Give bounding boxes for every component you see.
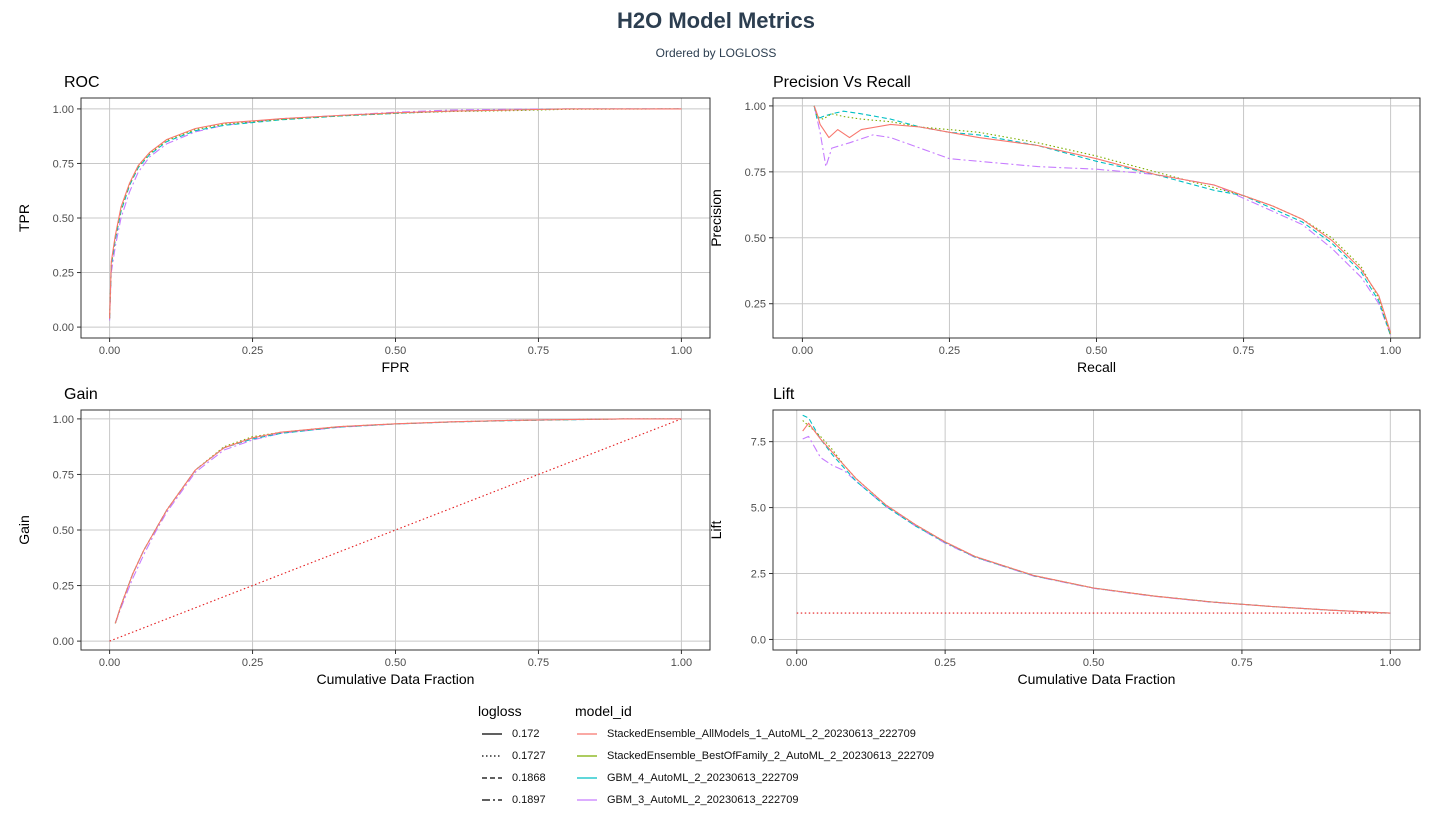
gain-panel-border — [80, 409, 711, 651]
gain-ytick-label: 1.00 — [53, 414, 74, 426]
pr-series-line — [813, 105, 1392, 336]
pr-xlabel: Recall — [1077, 359, 1116, 375]
gain-ytick-label: 0.75 — [53, 469, 74, 481]
gain-series-line — [114, 418, 682, 624]
gain-ytick-label: 0.50 — [53, 525, 74, 537]
legend-logloss-label: 0.172 — [512, 728, 540, 740]
legend-logloss-item: 0.1897 — [480, 790, 546, 810]
legend-logloss-item: 0.1868 — [480, 768, 546, 788]
pr-ytick-label: 0.50 — [745, 233, 766, 245]
legend-logloss-item: 0.172 — [480, 724, 540, 744]
legend-model-label: GBM_3_AutoML_2_20230613_222709 — [607, 794, 799, 806]
lift-series-line — [802, 435, 1391, 614]
legend-model-label: StackedEnsemble_AllModels_1_AutoML_2_202… — [607, 728, 916, 740]
roc-xtick-label: 0.50 — [385, 345, 406, 357]
gain-xtick-label: 0.50 — [385, 657, 406, 669]
roc-ytick-label: 0.00 — [53, 322, 74, 334]
pr-xtick-label: 1.00 — [1380, 345, 1401, 357]
legend-linetype-swatch — [482, 755, 502, 757]
gain-ylabel: Gain — [16, 515, 32, 545]
roc-xtick-label: 1.00 — [671, 345, 692, 357]
lift-ylabel: Lift — [708, 521, 724, 540]
lift-ytick-label: 5.0 — [751, 503, 766, 515]
lift-series-line — [802, 422, 1391, 614]
lift-ytick-label: 2.5 — [751, 569, 766, 581]
legend-logloss-label: 0.1727 — [512, 750, 546, 762]
lift-panel-border — [772, 409, 1421, 651]
gain-series-line — [114, 418, 682, 624]
pr-series-line — [813, 105, 1392, 336]
legend-model-item: GBM_3_AutoML_2_20230613_222709 — [575, 790, 798, 810]
gain-title: Gain — [64, 386, 98, 403]
page-subtitle: Ordered by LOGLOSS — [655, 46, 777, 60]
pr-series-line — [813, 105, 1392, 333]
pr-ytick-label: 0.75 — [745, 167, 766, 179]
gain-series-line — [114, 418, 682, 624]
roc-series-line — [109, 108, 682, 319]
roc-ytick-label: 0.75 — [53, 158, 74, 170]
pr-ylabel: Precision — [708, 189, 724, 247]
lift-ytick-label: 7.5 — [751, 437, 766, 449]
roc-xtick-label: 0.25 — [242, 345, 263, 357]
lift-title: Lift — [773, 386, 795, 403]
roc-xtick-label: 0.75 — [528, 345, 549, 357]
gain-xtick-label: 1.00 — [671, 657, 692, 669]
roc-ytick-label: 0.25 — [53, 268, 74, 280]
lift-xtick-label: 0.75 — [1231, 657, 1252, 669]
lift-xtick-label: 0.00 — [786, 657, 807, 669]
roc-xtick-label: 0.00 — [99, 345, 120, 357]
lift-ytick-label: 0.0 — [751, 634, 766, 646]
legend-model-item: GBM_4_AutoML_2_20230613_222709 — [575, 768, 798, 788]
legend-model-title: model_id — [575, 703, 632, 719]
legend-linetype-swatch — [482, 733, 502, 735]
legend: logloss model_id 0.172 0.1727 0.1868 0.1… — [478, 700, 1038, 815]
pr-xtick-label: 0.75 — [1233, 345, 1254, 357]
pr-ytick-label: 1.00 — [745, 101, 766, 113]
roc-series-line — [109, 108, 682, 319]
page-title: H2O Model Metrics — [616, 8, 816, 33]
roc-ytick-label: 0.50 — [53, 213, 74, 225]
gain-ytick-label: 0.25 — [53, 581, 74, 593]
legend-model-item: StackedEnsemble_AllModels_1_AutoML_2_202… — [575, 724, 916, 744]
lift-xtick-label: 0.25 — [934, 657, 955, 669]
pr-xtick-label: 0.00 — [792, 345, 813, 357]
legend-logloss-label: 0.1897 — [512, 794, 546, 806]
gain-ytick-label: 0.00 — [53, 636, 74, 648]
legend-color-swatch — [577, 755, 597, 757]
gain-xtick-label: 0.25 — [242, 657, 263, 669]
legend-linetype-swatch — [482, 799, 502, 801]
lift-xlabel: Cumulative Data Fraction — [1018, 671, 1176, 687]
gain-xtick-label: 0.00 — [99, 657, 120, 669]
roc-xlabel: FPR — [382, 359, 410, 375]
roc-series-line — [109, 108, 682, 321]
pr-panel-border — [772, 97, 1421, 339]
lift-series-line — [802, 414, 1391, 614]
lift-series-line — [802, 420, 1391, 614]
pr-xtick-label: 0.25 — [939, 345, 960, 357]
legend-logloss-label: 0.1868 — [512, 772, 546, 784]
roc-title: ROC — [64, 74, 100, 91]
legend-model-label: StackedEnsemble_BestOfFamily_2_AutoML_2_… — [607, 750, 935, 762]
gain-xtick-label: 0.75 — [528, 657, 549, 669]
gain-series-line — [114, 418, 682, 624]
pr-title: Precision Vs Recall — [773, 74, 911, 91]
legend-color-swatch — [577, 777, 597, 779]
pr-xtick-label: 0.50 — [1086, 345, 1107, 357]
pr-ytick-label: 0.25 — [745, 299, 766, 311]
legend-model-label: GBM_4_AutoML_2_20230613_222709 — [607, 772, 799, 784]
legend-logloss-item: 0.1727 — [480, 746, 546, 766]
lift-xtick-label: 1.00 — [1380, 657, 1401, 669]
roc-panel-border — [80, 97, 711, 339]
legend-logloss-title: logloss — [478, 703, 522, 719]
gain-xlabel: Cumulative Data Fraction — [317, 671, 475, 687]
lift-xtick-label: 0.50 — [1083, 657, 1104, 669]
legend-linetype-swatch — [482, 777, 502, 779]
roc-ylabel: TPR — [16, 204, 32, 232]
legend-color-swatch — [577, 733, 597, 735]
legend-color-swatch — [577, 799, 597, 801]
legend-model-item: StackedEnsemble_BestOfFamily_2_AutoML_2_… — [575, 746, 934, 766]
roc-ytick-label: 1.00 — [53, 104, 74, 116]
metrics-charts: 0.00 0.25 0.50 0.75 1.00 0.00 0.25 0.50 0.75 1.00… — [16, 97, 1421, 687]
